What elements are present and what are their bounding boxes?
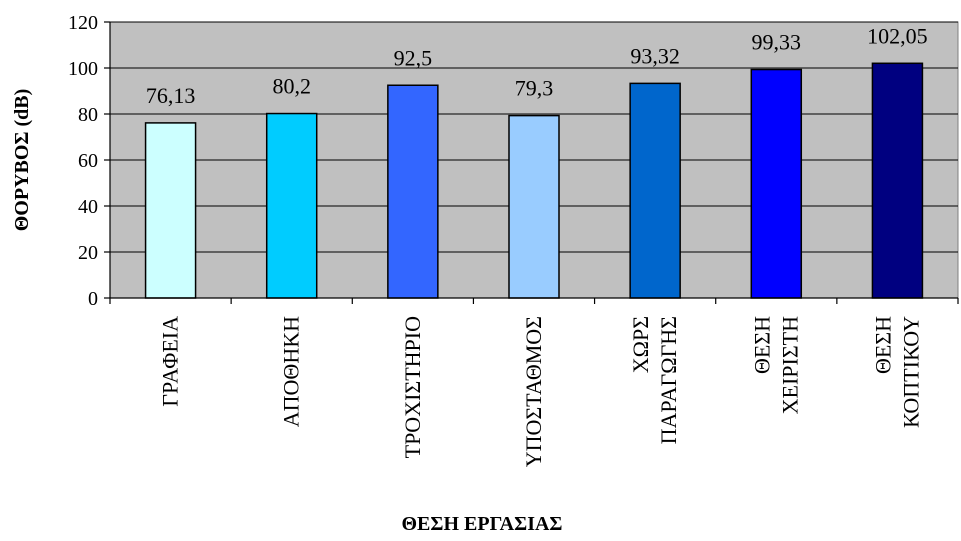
y-tick-label: 120 xyxy=(68,12,98,34)
data-label: 80,2 xyxy=(272,74,311,99)
y-axis-title: ΘΟΡΥΒΟΣ (dB) xyxy=(11,89,33,232)
x-tick-label: ΥΠΟΣΤΑΘΜΟΣ xyxy=(521,316,546,467)
axes xyxy=(104,21,959,304)
data-label: 102,05 xyxy=(867,23,928,48)
y-tick-label: 80 xyxy=(78,104,98,126)
data-label: 93,32 xyxy=(630,43,680,68)
data-label: 76,13 xyxy=(146,83,196,108)
x-tick-label: ΠΑΡΑΓΩΓΗΣ xyxy=(656,316,681,444)
x-tick-label: ΓΡΑΦΕΙΑ xyxy=(158,316,183,407)
gridlines xyxy=(110,21,958,253)
x-tick-label: ΧΕΙΡΙΣΤΗ xyxy=(777,316,802,414)
bars xyxy=(144,62,924,299)
x-tick-label: ΘΕΣΗ xyxy=(749,316,774,374)
y-tick-label: 0 xyxy=(88,288,98,310)
x-tick-label: ΘΕΣΗ xyxy=(870,316,895,374)
bar xyxy=(265,112,318,299)
data-labels: 76,13 80,2 92,5 79,3 93,32 99,33 102,05 xyxy=(146,23,928,108)
bar xyxy=(508,114,560,299)
x-tick-label: ΧΩΡΣ xyxy=(628,316,653,373)
bar xyxy=(144,122,197,299)
x-axis-title: ΘΕΣΗ ΕΡΓΑΣΙΑΣ xyxy=(402,513,563,535)
x-tick-label: ΚΟΠΤΙΚΟΥ xyxy=(898,316,923,428)
data-label: 79,3 xyxy=(515,76,554,101)
data-label: 92,5 xyxy=(394,45,433,70)
data-label: 99,33 xyxy=(752,30,802,55)
y-tick-label: 20 xyxy=(78,242,98,264)
bar xyxy=(629,82,681,299)
bar xyxy=(750,68,803,299)
bar xyxy=(387,84,439,299)
y-tick-label: 100 xyxy=(68,58,98,80)
x-tick-label: ΑΠΟΘΗΚΗ xyxy=(279,316,304,427)
bar xyxy=(871,62,924,299)
y-tick-labels: 0 20 40 60 80 100 120 xyxy=(68,12,98,310)
y-tick-label: 60 xyxy=(78,150,98,172)
x-tick-label: ΤΡΟΧΙΣΤΗΡΙΟ xyxy=(400,316,425,458)
x-tick-labels: ΓΡΑΦΕΙΑ ΑΠΟΘΗΚΗ ΤΡΟΧΙΣΤΗΡΙΟ ΥΠΟΣΤΑΘΜΟΣ ΧΩΡΣ Π… xyxy=(158,316,924,467)
y-tick-label: 40 xyxy=(78,196,98,218)
